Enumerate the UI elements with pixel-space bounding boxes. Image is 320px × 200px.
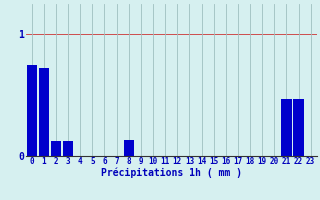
Bar: [63, 141, 73, 156]
Bar: [293, 99, 304, 156]
Bar: [39, 68, 49, 156]
Bar: [281, 99, 292, 156]
Bar: [27, 65, 37, 156]
X-axis label: Précipitations 1h ( mm ): Précipitations 1h ( mm ): [101, 168, 242, 178]
Bar: [51, 141, 61, 156]
Bar: [124, 140, 134, 156]
